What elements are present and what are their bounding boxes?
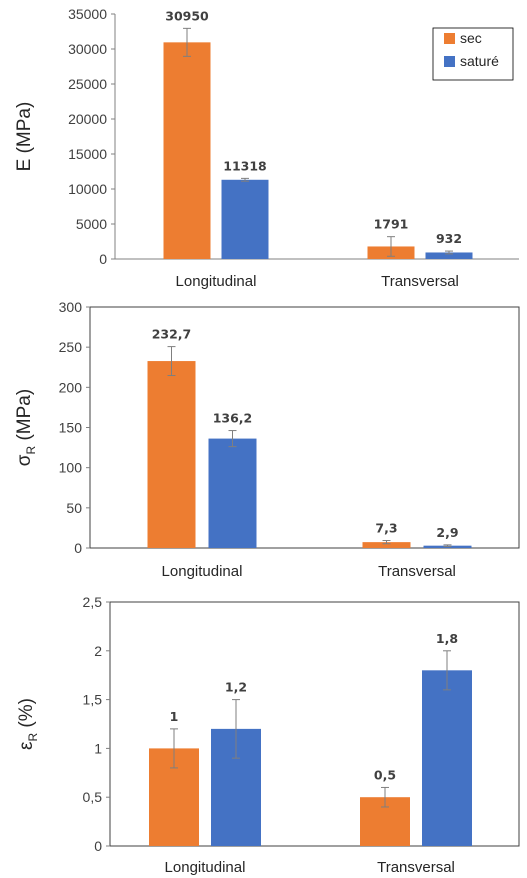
data-label: 30950 [165, 8, 209, 23]
data-label: 2,9 [436, 525, 458, 540]
bar-sature-1 [425, 252, 473, 259]
data-label: 1,8 [436, 631, 458, 646]
bar-sec-0 [163, 42, 211, 259]
data-label: 11318 [223, 158, 267, 173]
x-category-label: Longitudinal [162, 563, 243, 580]
y-tick-label: 35000 [68, 6, 107, 22]
y-tick-label: 25000 [68, 76, 107, 92]
chart-panel-2: 0 50 100 150 200 250 300 Longitudinal Transversa… [14, 299, 520, 580]
chart-panel-1: 0 5000 10000 15000 20000 25000 30000 35000 Longi… [14, 6, 519, 290]
y-axis-label: E (MPa) [14, 102, 35, 172]
x-category-label: Transversal [377, 859, 455, 876]
y-tick-label: 20000 [68, 111, 107, 127]
data-label: 232,7 [152, 327, 192, 342]
bar-sec-1 [362, 542, 411, 548]
y-tick-label: 10000 [68, 181, 107, 197]
legend-swatch [444, 33, 455, 44]
y-tick-label: 150 [59, 420, 83, 436]
x-category-label: Longitudinal [176, 273, 257, 290]
legend: sec saturé [432, 27, 514, 81]
data-label: 932 [436, 231, 462, 246]
y-tick-label: 100 [59, 460, 83, 476]
y-tick-label: 5000 [76, 216, 107, 232]
y-axis-label: σR (MPa) [14, 389, 38, 466]
plot-frame [109, 601, 520, 847]
y-tick-label: 1 [94, 740, 102, 756]
y-tick-label: 300 [59, 299, 83, 315]
x-category-label: Longitudinal [165, 859, 246, 876]
y-tick-label: 2,5 [83, 594, 103, 610]
y-tick-label: 15000 [68, 146, 107, 162]
y-tick-label: 0,5 [83, 789, 103, 805]
y-tick-label: 30000 [68, 41, 107, 57]
y-tick-label: 0 [99, 251, 107, 267]
legend-swatch [444, 56, 455, 67]
y-axis-label: εR (%) [16, 698, 40, 750]
y-tick-label: 0 [94, 838, 102, 854]
data-label: 0,5 [374, 767, 396, 782]
y-tick-label: 2 [94, 643, 102, 659]
data-label: 1 [170, 709, 179, 724]
x-category-label: Transversal [378, 563, 456, 580]
bar-sature-0 [208, 438, 257, 548]
bar-sature-1 [422, 670, 472, 846]
data-label: 136,2 [213, 411, 253, 426]
y-tick-label: 250 [59, 339, 83, 355]
legend-label: sec [460, 30, 482, 46]
data-label: 1,2 [225, 680, 247, 695]
bar-sature-0 [221, 179, 269, 259]
y-tick-label: 50 [66, 500, 82, 516]
data-label: 7,3 [375, 521, 397, 536]
data-label: 1791 [374, 217, 409, 232]
x-category-label: Transversal [381, 273, 459, 290]
bar-sec-0 [147, 361, 196, 548]
y-tick-label: 0 [74, 540, 82, 556]
legend-label: saturé [460, 53, 499, 69]
y-tick-label: 1,5 [83, 692, 103, 708]
chart-panel-3: 0 0,5 1 1,5 2 2,5 Longitudinal Transversal εR (%… [16, 594, 520, 876]
y-tick-label: 200 [59, 379, 83, 395]
